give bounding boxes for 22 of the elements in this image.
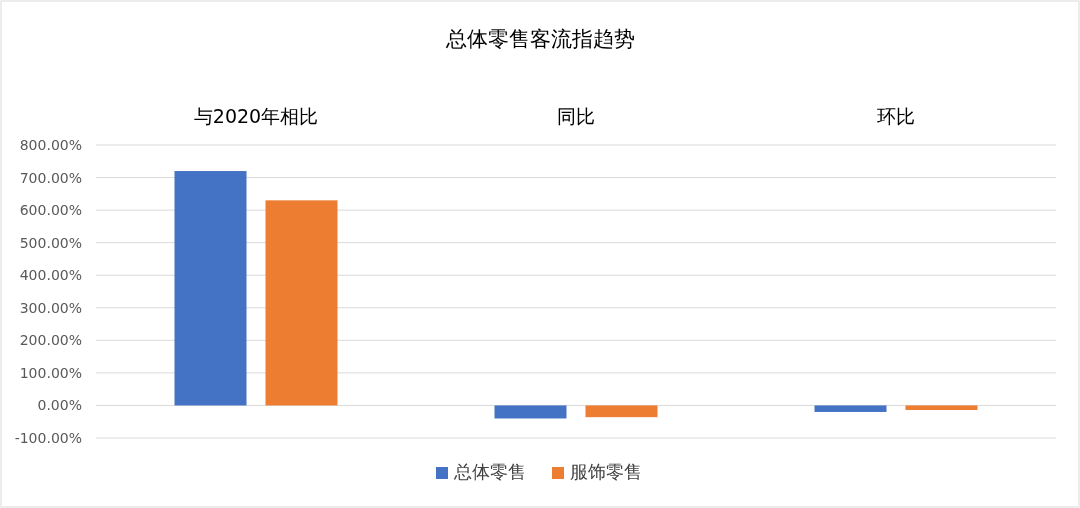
y-tick-label: 800.00% [19, 137, 82, 153]
y-tick-label: 0.00% [37, 397, 82, 414]
y-tick-label: 500.00% [19, 234, 82, 251]
y-tick-label: 300.00% [19, 299, 82, 316]
y-tick-label: 200.00% [19, 332, 82, 349]
chart-title: 总体零售客流指趋势 [444, 27, 635, 51]
bar [814, 405, 887, 412]
bar [905, 405, 978, 410]
y-tick-label: 600.00% [19, 202, 82, 219]
x-tick-label: 与2020年相比 [193, 105, 319, 127]
bar [265, 200, 338, 406]
x-tick-label: 同比 [557, 105, 595, 127]
x-tick-label: 环比 [877, 105, 915, 127]
y-tick-label: 400.00% [19, 267, 82, 284]
bar [174, 171, 247, 406]
bar [585, 405, 658, 418]
y-tick-label: -100.00% [14, 430, 82, 446]
legend-label: 服饰零售 [570, 461, 642, 482]
y-tick-label: 700.00% [19, 169, 82, 186]
legend-label: 总体零售 [453, 461, 526, 482]
bar [494, 405, 567, 419]
y-tick-label: 100.00% [19, 364, 82, 381]
